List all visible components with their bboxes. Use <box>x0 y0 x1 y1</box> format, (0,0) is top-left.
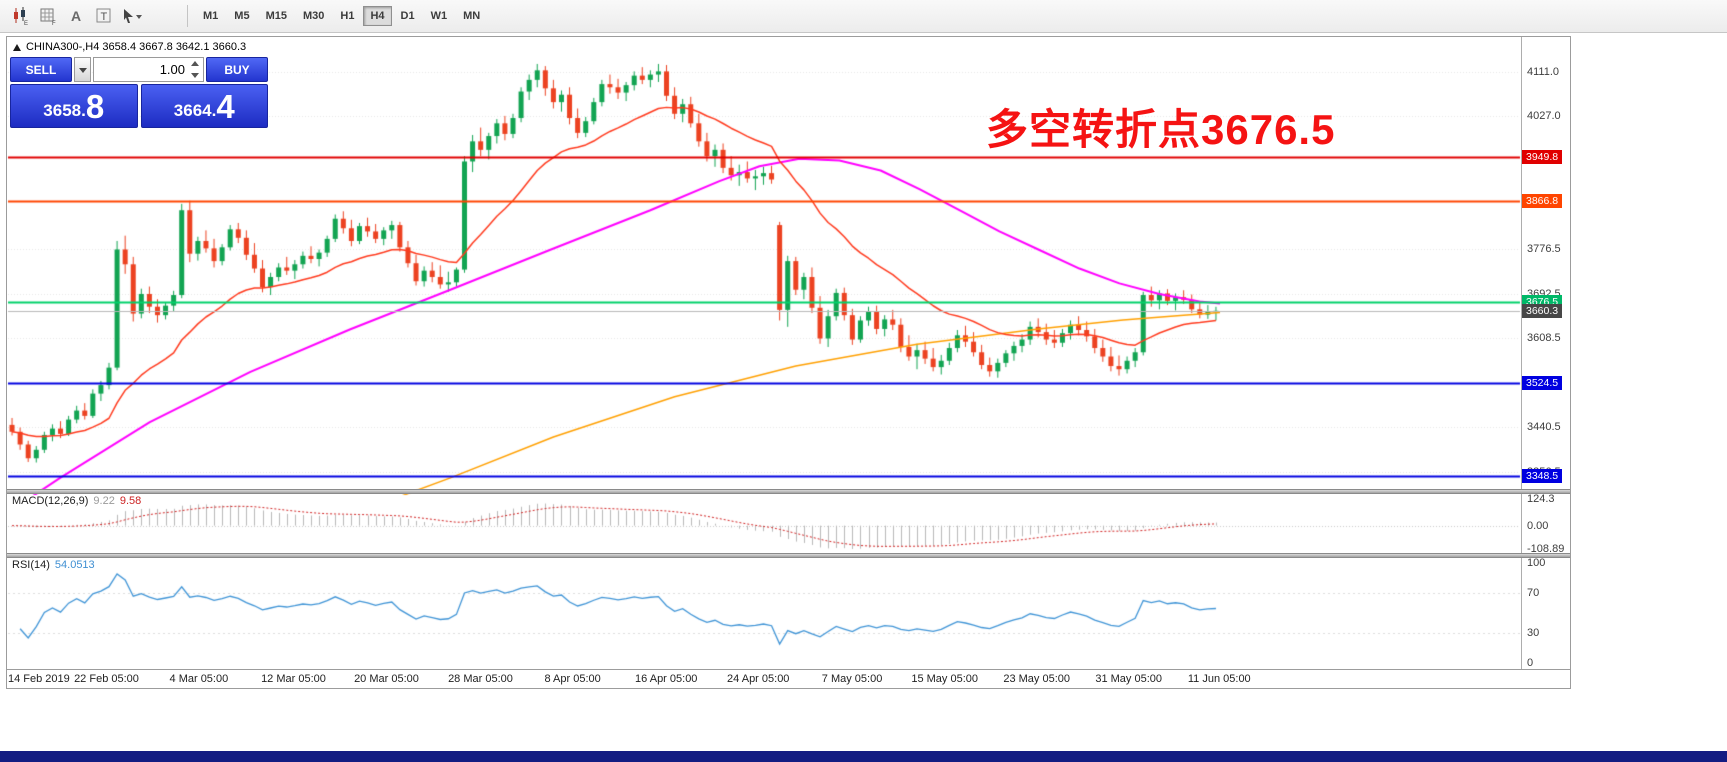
price-axis-label-3608.5: 3608.5 <box>1527 332 1561 345</box>
macd-axis-label--108.89: -108.89 <box>1527 543 1565 555</box>
volume-value: 1.00 <box>159 62 185 77</box>
timeframe-button-m15[interactable]: M15 <box>259 6 294 26</box>
date-label: 31 May 05:00 <box>1095 673 1162 685</box>
timeframe-button-h4[interactable]: H4 <box>363 6 392 26</box>
price-axis-label-3440.5: 3440.5 <box>1527 421 1561 434</box>
chevron-down-icon <box>79 68 87 73</box>
svg-text:A: A <box>71 8 81 24</box>
candlestick-chart-icon[interactable]: E <box>7 3 33 29</box>
one-click-price-row: 3658. 8 3664. 4 <box>10 84 268 128</box>
macd-axis-label-0.00: 0.00 <box>1527 519 1549 532</box>
rsi-indicator-label: RSI(14) 54.0513 <box>12 559 95 571</box>
toolbar-separator <box>187 5 188 27</box>
toolbar-spacer <box>146 4 180 28</box>
volume-spinner <box>189 61 200 78</box>
one-click-order-row: SELL 1.00 BUY <box>10 57 268 82</box>
price-tag-3348.5[interactable]: 3348.5 <box>1522 469 1563 484</box>
svg-text:T: T <box>101 11 108 23</box>
window-bottom-bar <box>0 751 1727 762</box>
volume-increase-icon[interactable] <box>190 61 199 66</box>
timeframe-button-mn[interactable]: MN <box>456 6 487 26</box>
one-click-trading-panel: SELL 1.00 BUY 3658. 8 3664. 4 <box>10 57 268 128</box>
volume-decrease-icon[interactable] <box>190 73 199 78</box>
cursor-tool-icon[interactable] <box>119 3 145 29</box>
timeframe-button-d1[interactable]: D1 <box>394 6 422 26</box>
chart-title: CHINA300-,H4 3658.4 3667.8 3642.1 3660.3 <box>13 41 246 53</box>
buy-price-display[interactable]: 3664. 4 <box>140 84 268 128</box>
date-label: 20 Mar 05:00 <box>354 673 419 685</box>
svg-text:E: E <box>24 21 28 25</box>
buy-price-big-digit: 4 <box>216 88 235 125</box>
timeframe-toolbar: M1 M5 M15 M30 H1 H4 D1 W1 MN <box>195 6 488 26</box>
date-label: 14 Feb 2019 <box>8 673 70 685</box>
volume-field[interactable]: 1.00 <box>93 57 204 82</box>
one-click-collapse-icon[interactable] <box>13 43 21 51</box>
svg-text:F: F <box>52 21 56 25</box>
grid-icon[interactable]: F <box>35 3 61 29</box>
price-axis-separator <box>1521 37 1522 669</box>
chart-text-annotation[interactable]: 多空转折点3676.5 <box>986 106 1336 153</box>
order-type-dropdown[interactable] <box>74 57 91 82</box>
date-label: 4 Mar 05:00 <box>169 673 229 685</box>
price-axis-label-3776.5: 3776.5 <box>1527 243 1561 256</box>
rsi-value: 54.0513 <box>54 559 95 571</box>
macd-panel-splitter[interactable] <box>7 489 1570 494</box>
top-toolbar: E F A T M1 M5 M15 M30 H1 H4 D1 W1 MN <box>0 0 1727 33</box>
date-label: 23 May 05:00 <box>1003 673 1070 685</box>
date-label: 16 Apr 05:00 <box>635 673 698 685</box>
date-axis[interactable]: 14 Feb 2019 22 Feb 05:00 4 Mar 05:00 12 Mar… <box>0 673 1570 689</box>
buy-price-main: 3664. <box>173 101 217 120</box>
timeframe-button-m5[interactable]: M5 <box>227 6 256 26</box>
rsi-axis-label-30: 30 <box>1527 627 1540 639</box>
price-axis-label-4027.0: 4027.0 <box>1527 110 1561 123</box>
date-axis-border <box>7 669 1570 670</box>
macd-main-value: 9.22 <box>93 495 115 507</box>
text-label-tool-icon[interactable]: A <box>63 3 89 29</box>
macd-signal-value: 9.58 <box>119 495 142 507</box>
timeframe-button-w1[interactable]: W1 <box>424 6 455 26</box>
timeframe-button-m30[interactable]: M30 <box>296 6 331 26</box>
date-label: 7 May 05:00 <box>821 673 883 685</box>
macd-name: MACD(12,26,9) <box>12 495 89 507</box>
price-tag-3866.8[interactable]: 3866.8 <box>1522 194 1563 209</box>
timeframe-button-h1[interactable]: H1 <box>333 6 361 26</box>
date-label: 15 May 05:00 <box>911 673 978 685</box>
date-label: 22 Feb 05:00 <box>74 673 139 685</box>
price-tag-3949.8[interactable]: 3949.8 <box>1522 150 1563 165</box>
price-axis-label-4111.0: 4111.0 <box>1527 65 1560 78</box>
sell-price-big-digit: 8 <box>85 88 105 125</box>
macd-axis-label-124.3: 124.3 <box>1527 493 1555 505</box>
text-box-tool-icon[interactable]: T <box>91 3 117 29</box>
date-label: 12 Mar 05:00 <box>261 673 326 685</box>
rsi-axis-label-0: 0 <box>1527 657 1534 669</box>
chart-title-text: CHINA300-,H4 3658.4 3667.8 3642.1 3660.3 <box>26 41 247 53</box>
macd-indicator-label: MACD(12,26,9) 9.22 9.58 <box>12 495 141 507</box>
rsi-name: RSI(14) <box>12 559 50 571</box>
date-label: 11 Jun 05:00 <box>1187 673 1251 685</box>
date-label: 8 Apr 05:00 <box>544 673 601 685</box>
date-label: 24 Apr 05:00 <box>727 673 790 685</box>
price-tag-3660.3[interactable]: 3660.3 <box>1522 303 1563 318</box>
sell-price-display[interactable]: 3658. 8 <box>10 84 138 128</box>
rsi-axis-label-100: 100 <box>1527 557 1546 569</box>
sell-price-main: 3658. <box>43 101 86 120</box>
buy-button[interactable]: BUY <box>206 57 268 82</box>
price-tag-3524.5[interactable]: 3524.5 <box>1522 375 1563 390</box>
rsi-axis-label-70: 70 <box>1527 587 1540 599</box>
rsi-panel-splitter[interactable] <box>7 553 1570 558</box>
sell-button[interactable]: SELL <box>10 57 72 82</box>
timeframe-button-m1[interactable]: M1 <box>196 6 225 26</box>
date-label: 28 Mar 05:00 <box>448 673 513 685</box>
